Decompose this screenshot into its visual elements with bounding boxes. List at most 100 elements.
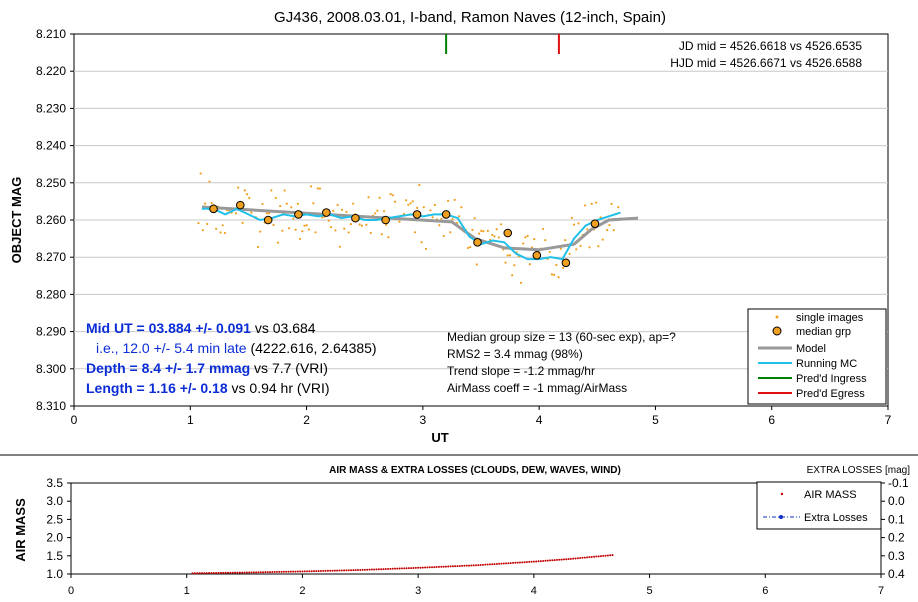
airmass-x-tick-label: 5 xyxy=(647,585,653,597)
airmass-y-label: AIR MASS xyxy=(13,498,28,562)
airmass-point xyxy=(285,570,288,573)
median-grp-point xyxy=(473,238,482,247)
airmass-point xyxy=(396,567,399,570)
airmass-point xyxy=(475,564,477,567)
airmass-point xyxy=(544,559,547,562)
airmass-point xyxy=(250,571,253,574)
single-image-point xyxy=(575,248,578,251)
airmass-x-tick-label: 7 xyxy=(878,585,884,597)
airmass-point xyxy=(611,554,614,557)
airmass-point xyxy=(282,570,285,573)
median-grp-point xyxy=(322,208,331,217)
airmass-point xyxy=(375,568,378,571)
single-image-point xyxy=(579,244,582,247)
airmass-point xyxy=(275,570,278,573)
airmass-point xyxy=(414,566,417,569)
single-image-point xyxy=(374,212,377,215)
single-image-point xyxy=(312,202,315,205)
single-image-point xyxy=(298,237,302,241)
airmass-point xyxy=(255,571,258,574)
airmass-point xyxy=(440,565,443,568)
single-image-point xyxy=(310,185,313,188)
single-image-point xyxy=(274,196,277,200)
airmass-point xyxy=(370,568,373,571)
airmass-point xyxy=(347,569,350,572)
airmass-point xyxy=(313,570,315,573)
airmass-point xyxy=(463,564,466,567)
single-image-point xyxy=(469,245,472,249)
airmass-point xyxy=(248,571,251,574)
airmass-point xyxy=(317,570,320,573)
airmass-point xyxy=(394,567,396,570)
mid-ut-rest: vs 03.684 xyxy=(251,320,316,336)
single-image-point xyxy=(303,224,306,227)
airmass-point xyxy=(542,559,545,562)
single-image-point xyxy=(215,227,218,230)
airmass-legend: AIR MASS Extra Losses xyxy=(756,481,882,530)
airmass-point xyxy=(200,572,203,575)
airmass-point xyxy=(586,556,589,559)
airmass-series xyxy=(191,554,614,575)
single-image-point xyxy=(477,232,481,235)
single-image-point xyxy=(586,228,589,231)
single-image-point xyxy=(398,220,401,223)
airmass-point xyxy=(521,561,524,564)
single-image-point xyxy=(250,211,253,214)
airmass-point xyxy=(224,571,227,574)
airmass-point xyxy=(387,567,390,570)
x-tick-label: 2 xyxy=(303,413,310,427)
airmass-point xyxy=(567,558,570,561)
legend-median-label: median grp xyxy=(796,326,851,338)
single-image-point xyxy=(460,206,463,209)
airmass-point xyxy=(227,571,230,574)
airmass-point xyxy=(361,568,364,571)
airmass-point xyxy=(593,555,596,558)
single-image-point xyxy=(210,202,213,205)
airmass-title: AIR MASS & EXTRA LOSSES (CLOUDS, DEW, WA… xyxy=(329,465,621,476)
airmass-point xyxy=(405,567,408,570)
airmass-point xyxy=(212,571,215,574)
airmass-point xyxy=(354,569,357,572)
single-image-point xyxy=(511,274,514,277)
airmass-point xyxy=(231,571,234,574)
single-image-point xyxy=(522,242,525,245)
airmass-point xyxy=(599,555,602,558)
x-axis-label: UT xyxy=(431,430,448,445)
airmass-point xyxy=(579,557,582,560)
single-image-point xyxy=(559,247,562,250)
airmass-point xyxy=(479,563,482,566)
legend-losses-marker xyxy=(779,515,783,519)
airmass-point xyxy=(373,568,376,571)
single-image-point xyxy=(203,202,207,205)
airmass-point xyxy=(481,563,484,566)
airmass-point xyxy=(205,572,208,575)
airmass-point xyxy=(296,570,299,573)
median-grp-point xyxy=(381,215,390,225)
airmass-point xyxy=(477,564,480,567)
airmass-point xyxy=(451,565,454,568)
airmass-point xyxy=(398,567,401,570)
single-image-point xyxy=(413,231,417,234)
single-image-point xyxy=(528,263,531,266)
median-grp-point xyxy=(351,213,360,223)
airmass-point xyxy=(324,569,327,572)
single-image-point xyxy=(318,187,322,190)
airmass-point xyxy=(581,556,584,559)
airmass-point xyxy=(210,572,213,575)
airmass-point xyxy=(243,571,246,574)
legend-losses-label: Extra Losses xyxy=(804,512,868,524)
single-image-point xyxy=(365,223,368,226)
single-image-point xyxy=(270,189,273,192)
single-image-point xyxy=(301,230,304,233)
airmass-point xyxy=(495,562,498,565)
stats-line-4: AirMass coeff = -1 mmag/AirMass xyxy=(447,381,627,395)
airmass-point xyxy=(229,571,232,574)
single-image-point xyxy=(219,231,222,234)
y-axis-label: OBJECT MAG xyxy=(9,177,24,264)
airmass-point xyxy=(505,562,508,565)
y-tick-label: 8.260 xyxy=(36,213,66,227)
airmass-point xyxy=(410,567,413,570)
airmass-point xyxy=(203,572,206,575)
airmass-point xyxy=(435,565,438,568)
airmass-point xyxy=(266,571,269,574)
